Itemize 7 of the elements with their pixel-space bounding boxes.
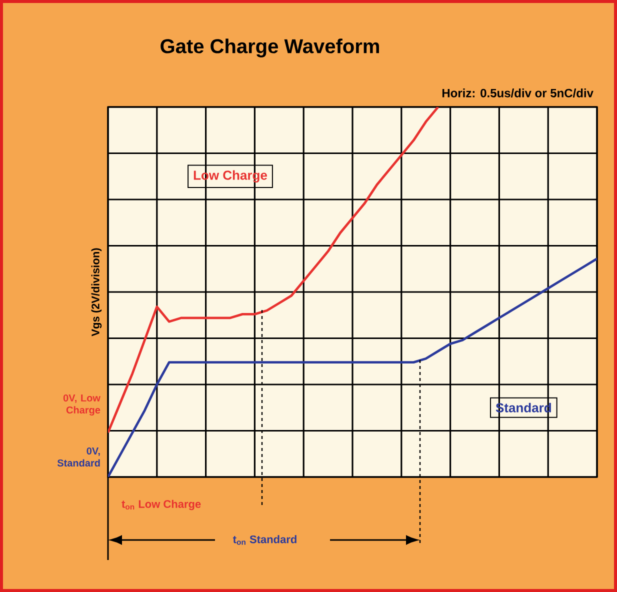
chart-title: Gate Charge Waveform [160,38,379,58]
text: t$_{on}$ Standard [232,535,296,545]
text: t$_{on}$ Low Charge [122,500,201,510]
y-axis-title: Vgs (2V/division) [91,248,102,336]
text: 0V, Standard [57,447,100,467]
text: 0V, Low Charge [63,394,100,416]
text: Horiz: 0.5us/div or 5nC/div [442,88,594,98]
